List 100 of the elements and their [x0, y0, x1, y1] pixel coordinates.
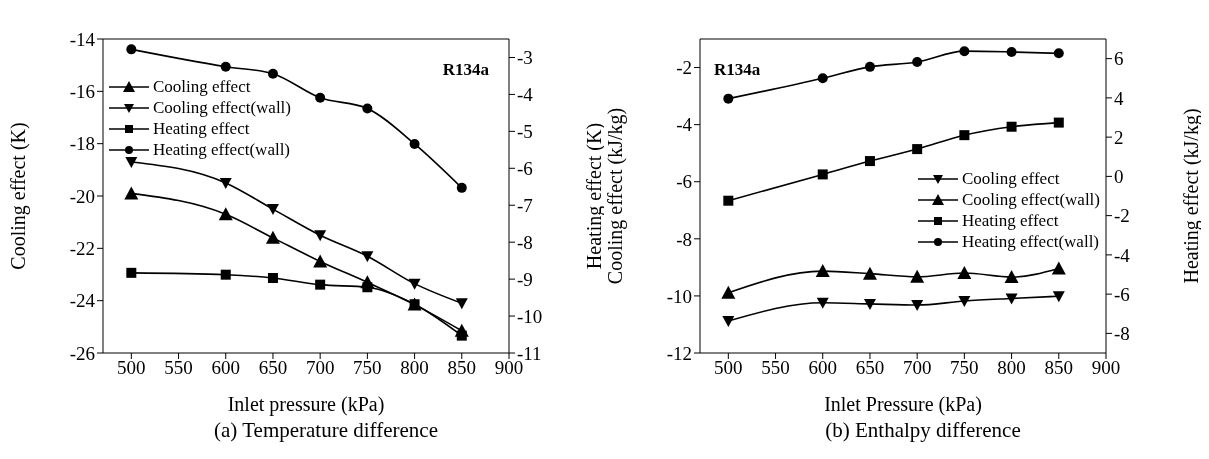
x-tick-label: 550	[164, 357, 193, 379]
x-tick-label: 800	[997, 357, 1026, 379]
point	[265, 230, 280, 244]
y-tick-label: -10	[666, 285, 692, 307]
point	[1053, 48, 1064, 59]
y2-tick-label: -4	[517, 84, 534, 106]
point	[315, 279, 326, 290]
y-tick-label: -8	[676, 228, 692, 250]
text: (b) Enthalpy difference	[824, 418, 1022, 443]
point	[1053, 117, 1064, 128]
point	[126, 44, 137, 55]
point	[267, 68, 278, 79]
x-tick-label: 500	[714, 357, 743, 379]
y-tick-label: -14	[69, 28, 96, 50]
point	[1006, 121, 1017, 132]
point	[267, 273, 278, 284]
legend-label: Cooling effect(wall)	[153, 97, 292, 118]
x-tick-label: 750	[950, 357, 979, 379]
legend-label: Heating effect(wall)	[961, 231, 1100, 252]
point	[313, 254, 328, 268]
x-tick-label: 500	[117, 357, 146, 379]
y-axis-title: Cooling effect (K)	[7, 122, 31, 270]
text: (a) Temperature difference	[213, 418, 439, 443]
y2-tick-label: -9	[517, 268, 533, 290]
point	[124, 186, 139, 200]
legend-label: Cooling effect(wall)	[961, 189, 1100, 210]
legend-label: Cooling effect	[961, 168, 1060, 189]
annotation: R134a	[714, 60, 761, 80]
legend-label: Cooling effect	[153, 76, 251, 97]
legend-label: Heating effect	[961, 210, 1059, 231]
y2-tick-label: 2	[1114, 126, 1124, 148]
x-tick-label: 650	[855, 357, 885, 379]
y2-tick-label: -7	[517, 194, 533, 216]
point	[817, 169, 828, 180]
x-tick-label: 850	[1044, 357, 1074, 379]
x-tick-label: 650	[258, 357, 288, 379]
point	[864, 61, 875, 72]
y-tick-label: -26	[69, 342, 95, 364]
point	[912, 144, 923, 155]
y-tick-label: -6	[676, 171, 692, 193]
y-tick-label: -22	[69, 238, 95, 260]
y-tick-label: -18	[69, 133, 95, 155]
x-tick-label: 900	[1091, 357, 1121, 379]
point	[959, 46, 970, 57]
y-tick-label: -2	[676, 57, 692, 79]
x-tick-label: 800	[400, 357, 429, 379]
point	[723, 195, 734, 206]
y2-tick-label: -4	[1114, 244, 1131, 266]
point	[1006, 46, 1017, 57]
point	[219, 177, 232, 189]
x-tick-label: 600	[808, 357, 837, 379]
point	[315, 92, 326, 103]
legend-label: Heating effect	[153, 118, 250, 139]
point	[220, 61, 231, 72]
y2-tick-label: -3	[517, 47, 533, 69]
x-tick-label: 550	[761, 357, 790, 379]
x-axis-title: Inlet pressure (kPa)	[227, 393, 385, 416]
y2-tick-label: -10	[517, 305, 543, 327]
point	[723, 93, 734, 104]
point	[455, 298, 468, 310]
y2-tick-label: -8	[517, 231, 533, 253]
point	[864, 156, 875, 167]
point	[218, 207, 233, 221]
y-tick-label: -20	[69, 185, 95, 207]
point	[408, 278, 421, 290]
y-tick-label: -4	[676, 114, 693, 136]
x-tick-label: 700	[305, 357, 335, 379]
y2-tick-label: -5	[517, 121, 533, 143]
point	[220, 269, 231, 280]
y2-tick-label: -8	[1114, 323, 1130, 345]
point	[912, 56, 923, 67]
y2-tick-label: -6	[517, 158, 533, 180]
x-tick-label: 850	[447, 357, 477, 379]
y2-tick-label: -2	[1114, 205, 1130, 227]
point	[454, 323, 469, 337]
x-tick-label: 700	[902, 357, 932, 379]
point	[126, 267, 137, 278]
point	[125, 156, 138, 168]
point	[314, 230, 327, 242]
y2-tick-label: 6	[1114, 48, 1124, 70]
y-tick-label: -16	[69, 81, 95, 103]
point	[360, 275, 375, 289]
x-tick-label: 750	[353, 357, 382, 379]
x-axis-title: Inlet Pressure (kPa)	[824, 393, 982, 416]
y-axis-title: Cooling effect (kJ/kg)	[604, 107, 628, 285]
point	[409, 138, 420, 149]
point	[361, 251, 374, 263]
legend-label: Heating effect(wall)	[153, 139, 291, 160]
y-tick-label: -12	[666, 342, 692, 364]
point	[456, 182, 467, 193]
y-tick-label: -24	[69, 290, 96, 312]
y2-tick-label: -6	[1114, 283, 1130, 305]
point	[817, 73, 828, 84]
y2-tick-label: 4	[1114, 87, 1124, 109]
y2-tick-label: 0	[1114, 166, 1124, 188]
point	[362, 103, 373, 114]
annotation: R134a	[442, 60, 489, 80]
point	[266, 204, 279, 216]
point	[959, 130, 970, 141]
x-tick-label: 600	[211, 357, 240, 379]
